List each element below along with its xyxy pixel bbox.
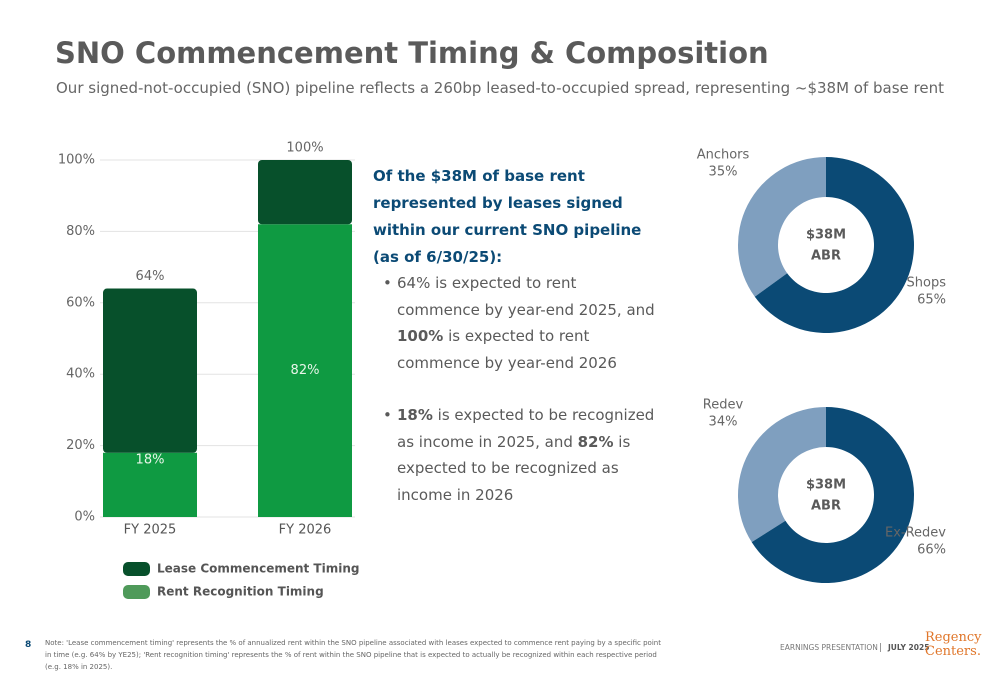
bar-segment <box>103 288 197 453</box>
bullet: 64% is expected to rent commence by year… <box>383 270 662 376</box>
x-tick-label: FY 2025 <box>124 523 177 538</box>
slice-value-label: 35% <box>709 165 738 180</box>
footnote: Note: 'Lease commencement timing' repres… <box>45 639 661 671</box>
donut-slice <box>751 407 914 583</box>
center-label: ABR <box>811 249 841 264</box>
bullet-text: is expected to be recognized as income i… <box>397 406 655 451</box>
legend-swatch <box>123 585 150 599</box>
presentation-date: JULY 2025 <box>880 643 929 652</box>
bullet-text: 100% <box>397 327 444 345</box>
bullet: 18% is expected to be recognized as inco… <box>383 402 662 508</box>
center-label: ABR <box>811 499 841 514</box>
donut-slice <box>738 407 826 543</box>
legend-label: Lease Commencement Timing <box>157 562 359 576</box>
bar-segment <box>258 224 352 517</box>
slice-label: Ex-Redev <box>885 526 946 541</box>
logo-text: Regency <box>925 630 982 645</box>
subtitle: Our signed-not-occupied (SNO) pipeline r… <box>56 79 945 97</box>
legend-label: Rent Recognition Timing <box>157 585 324 599</box>
page-number: 8 <box>25 640 32 650</box>
title: SNO Commencement Timing & Composition <box>55 36 769 70</box>
bullet-text: 18% <box>397 406 433 424</box>
y-tick-label: 60% <box>66 295 95 310</box>
presentation-name: EARNINGS PRESENTATION <box>780 643 878 652</box>
bar-segment <box>103 452 197 517</box>
bullet-text: 64% is expected to rent commence by year… <box>397 274 655 319</box>
slice-label: Redev <box>703 398 744 413</box>
donut-slice <box>754 157 915 333</box>
y-tick-label: 20% <box>66 438 95 453</box>
y-tick-label: 100% <box>58 153 95 168</box>
callout-heading: Of the $38M of base rent represented by … <box>373 167 642 266</box>
x-tick-label: FY 2026 <box>279 523 332 538</box>
slice-label: Anchors <box>697 148 750 163</box>
logo: Regency Centers. <box>925 631 982 659</box>
y-tick-label: 40% <box>66 367 95 382</box>
donut-slice <box>738 157 826 297</box>
bar-segment <box>258 160 352 225</box>
bullet-text: 82% <box>577 432 614 451</box>
bar-total-label: 64% <box>136 269 165 284</box>
bar-value-label: 18% <box>136 453 165 468</box>
slice-value-label: 66% <box>917 543 946 558</box>
slice-value-label: 34% <box>709 415 738 430</box>
center-label: $38M <box>806 478 846 493</box>
slice-value-label: 65% <box>917 293 946 308</box>
logo-text: Centers. <box>925 644 981 659</box>
slice-label: Shops <box>907 276 947 291</box>
bar-value-label: 82% <box>291 363 320 378</box>
y-tick-label: 0% <box>74 510 95 525</box>
center-label: $38M <box>806 228 846 243</box>
bullet-text: is expected to rent commence by year-end… <box>397 327 617 372</box>
y-tick-label: 80% <box>66 224 95 239</box>
charts: 0% 20% 40% 60% 80% 100% 18% 64% FY 2025 82% 100% FY… <box>58 141 947 599</box>
bar-total-label: 100% <box>286 141 323 156</box>
legend-swatch <box>123 562 150 576</box>
bullet-text: is expected to be recognized as income i… <box>397 432 631 504</box>
